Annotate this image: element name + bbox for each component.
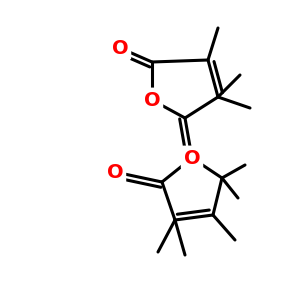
- Text: O: O: [184, 148, 200, 167]
- Text: O: O: [144, 91, 160, 110]
- Text: O: O: [112, 38, 128, 58]
- Text: O: O: [107, 163, 123, 182]
